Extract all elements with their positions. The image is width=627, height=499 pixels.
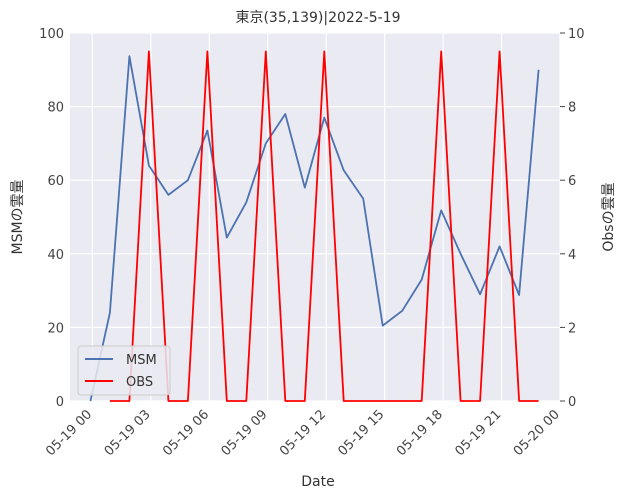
y-axis-right-label: Obsの雲量 — [601, 182, 617, 251]
legend-label-obs: OBS — [126, 375, 153, 390]
y-axis-right: 0 2 4 6 8 10 — [560, 27, 585, 410]
y-right-tick-label: 2 — [568, 321, 576, 336]
legend-label-msm: MSM — [126, 353, 157, 368]
y-left-tick-label: 0 — [56, 395, 64, 410]
y-right-tick-label: 8 — [568, 101, 576, 116]
series-line-msm — [89, 55, 540, 402]
y-right-tick-label: 4 — [568, 248, 576, 263]
chart-title: 東京(35,139)|2022-5-19 — [235, 10, 400, 26]
series-line-obs — [109, 50, 539, 402]
y-axis-left: 0 20 40 60 80 100 — [39, 27, 64, 410]
x-tick-label: 05-19 06 — [160, 407, 212, 459]
x-tick-label: 05-19 03 — [102, 407, 154, 459]
x-axis-label: Date — [301, 474, 334, 490]
y-right-tick-label: 10 — [568, 27, 585, 42]
y-left-tick-label: 40 — [47, 248, 64, 263]
x-tick-label: 05-19 12 — [277, 407, 329, 459]
x-tick-label: 05-19 09 — [219, 407, 271, 459]
y-left-tick-label: 80 — [47, 101, 64, 116]
legend: MSM OBS — [77, 345, 171, 396]
x-tick-label: 05-19 18 — [394, 407, 446, 459]
x-axis: 05-19 00 05-19 03 05-19 06 05-19 09 05-19 12… — [43, 407, 563, 459]
x-tick-label: 05-19 00 — [43, 407, 95, 459]
y-left-tick-label: 20 — [47, 321, 64, 336]
x-tick-label: 05-20 00 — [511, 407, 563, 459]
y-left-tick-label: 60 — [47, 174, 64, 189]
y-axis-left-label: MSMの雲量 — [10, 179, 26, 254]
x-tick-label: 05-19 15 — [336, 407, 388, 459]
y-right-tick-label: 0 — [568, 395, 576, 410]
x-tick-label: 05-19 21 — [452, 407, 504, 459]
series-layer — [89, 50, 540, 402]
y-left-tick-label: 100 — [39, 27, 64, 42]
y-right-tick-label: 6 — [568, 174, 576, 189]
